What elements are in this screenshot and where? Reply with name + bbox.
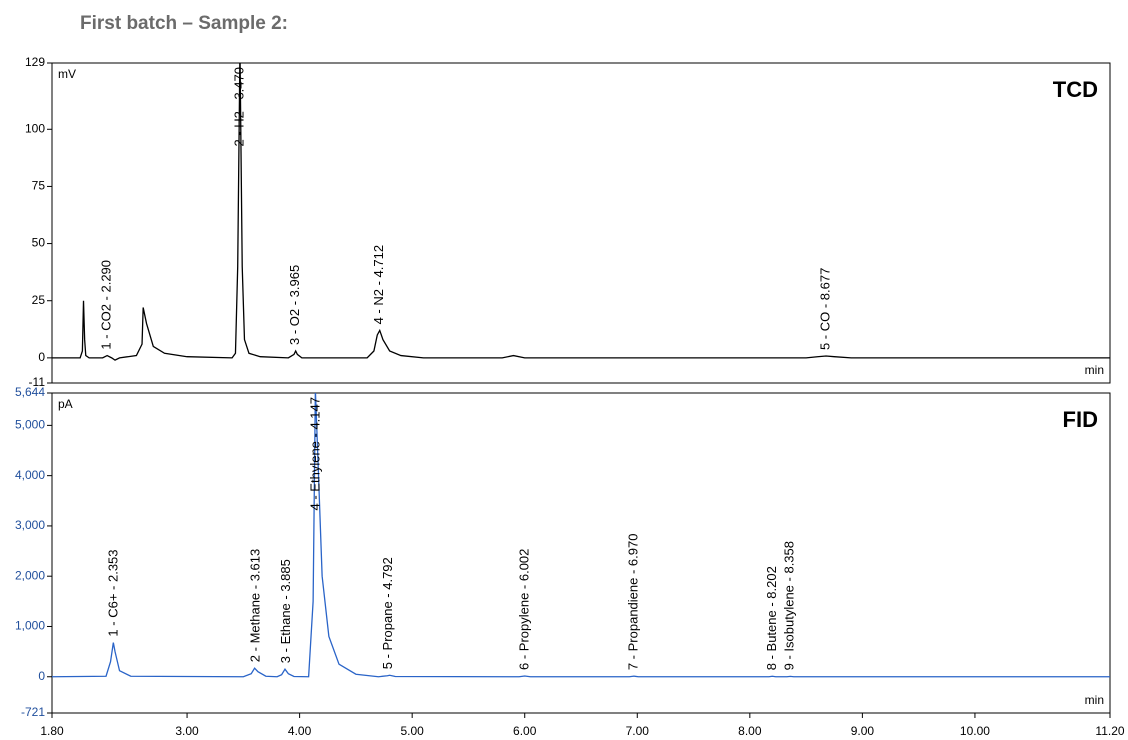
peak-label: 5 - Propane - 4.792: [380, 557, 395, 669]
plot-frame: [51, 392, 1111, 714]
y-tick-label: 1,000: [15, 619, 45, 633]
x-unit: min: [1085, 363, 1104, 377]
peak-label: 1 - CO2 - 2.290: [99, 260, 114, 350]
peak-label: 1 - C6+ - 2.353: [106, 549, 121, 636]
x-tick-label: 9.00: [851, 724, 875, 738]
y-tick-label: 2,000: [15, 568, 45, 582]
y-tick-label: 50: [32, 236, 46, 250]
y-unit: mV: [58, 67, 76, 81]
peak-label: 3 - Ethane - 3.885: [278, 559, 293, 663]
y-tick-label: 0: [38, 350, 45, 364]
x-tick-label: 3.00: [175, 724, 199, 738]
peak-label: 4 - Ethylene - 4.147: [308, 397, 323, 510]
plot-frame: [51, 62, 1111, 384]
x-unit: min: [1085, 693, 1104, 707]
peak-label: 5 - CO - 8.677: [817, 268, 832, 350]
y-tick-label: 3,000: [15, 518, 45, 532]
y-tick-label: 75: [32, 179, 46, 193]
x-tick-label: 6.00: [513, 724, 537, 738]
page-title: First batch – Sample 2:: [80, 13, 288, 34]
panel-label: TCD: [1053, 77, 1098, 102]
y-tick-label: -721: [21, 705, 45, 719]
y-tick-label: 129: [25, 55, 45, 69]
y-tick-label: 5,000: [15, 418, 45, 432]
trace: [52, 63, 1110, 361]
panel-label: FID: [1063, 407, 1098, 432]
peak-label: 2 - Methane - 3.613: [247, 549, 262, 662]
x-tick-label: 10.00: [960, 724, 990, 738]
x-tick-label: 4.00: [288, 724, 312, 738]
peak-label: 9 - Isobutylene - 8.358: [782, 541, 797, 670]
x-tick-label: 7.00: [626, 724, 650, 738]
peak-label: 2 - H2 - 3.470: [231, 67, 246, 147]
y-tick-label: 25: [32, 293, 46, 307]
y-tick-label: 0: [38, 669, 45, 683]
x-tick-label: 8.00: [738, 724, 762, 738]
y-tick-label: 100: [25, 121, 45, 135]
y-tick-label: 5,644: [15, 385, 45, 399]
y-tick-label: 4,000: [15, 468, 45, 482]
trace: [52, 393, 1110, 678]
x-tick-label: 5.00: [400, 724, 424, 738]
peak-label: 8 - Butene - 8.202: [764, 566, 779, 670]
y-unit: pA: [58, 397, 73, 411]
y-tick-label: -11: [29, 375, 46, 389]
peak-label: 6 - Propylene - 6.002: [516, 549, 531, 670]
peak-label: 7 - Propandiene - 6.970: [625, 534, 640, 671]
peak-label: 4 - N2 - 4.712: [371, 245, 386, 325]
x-tick-label: 11.20: [1095, 724, 1124, 738]
x-tick-label: 1.80: [40, 724, 64, 738]
peak-label: 3 - O2 - 3.965: [287, 265, 302, 345]
